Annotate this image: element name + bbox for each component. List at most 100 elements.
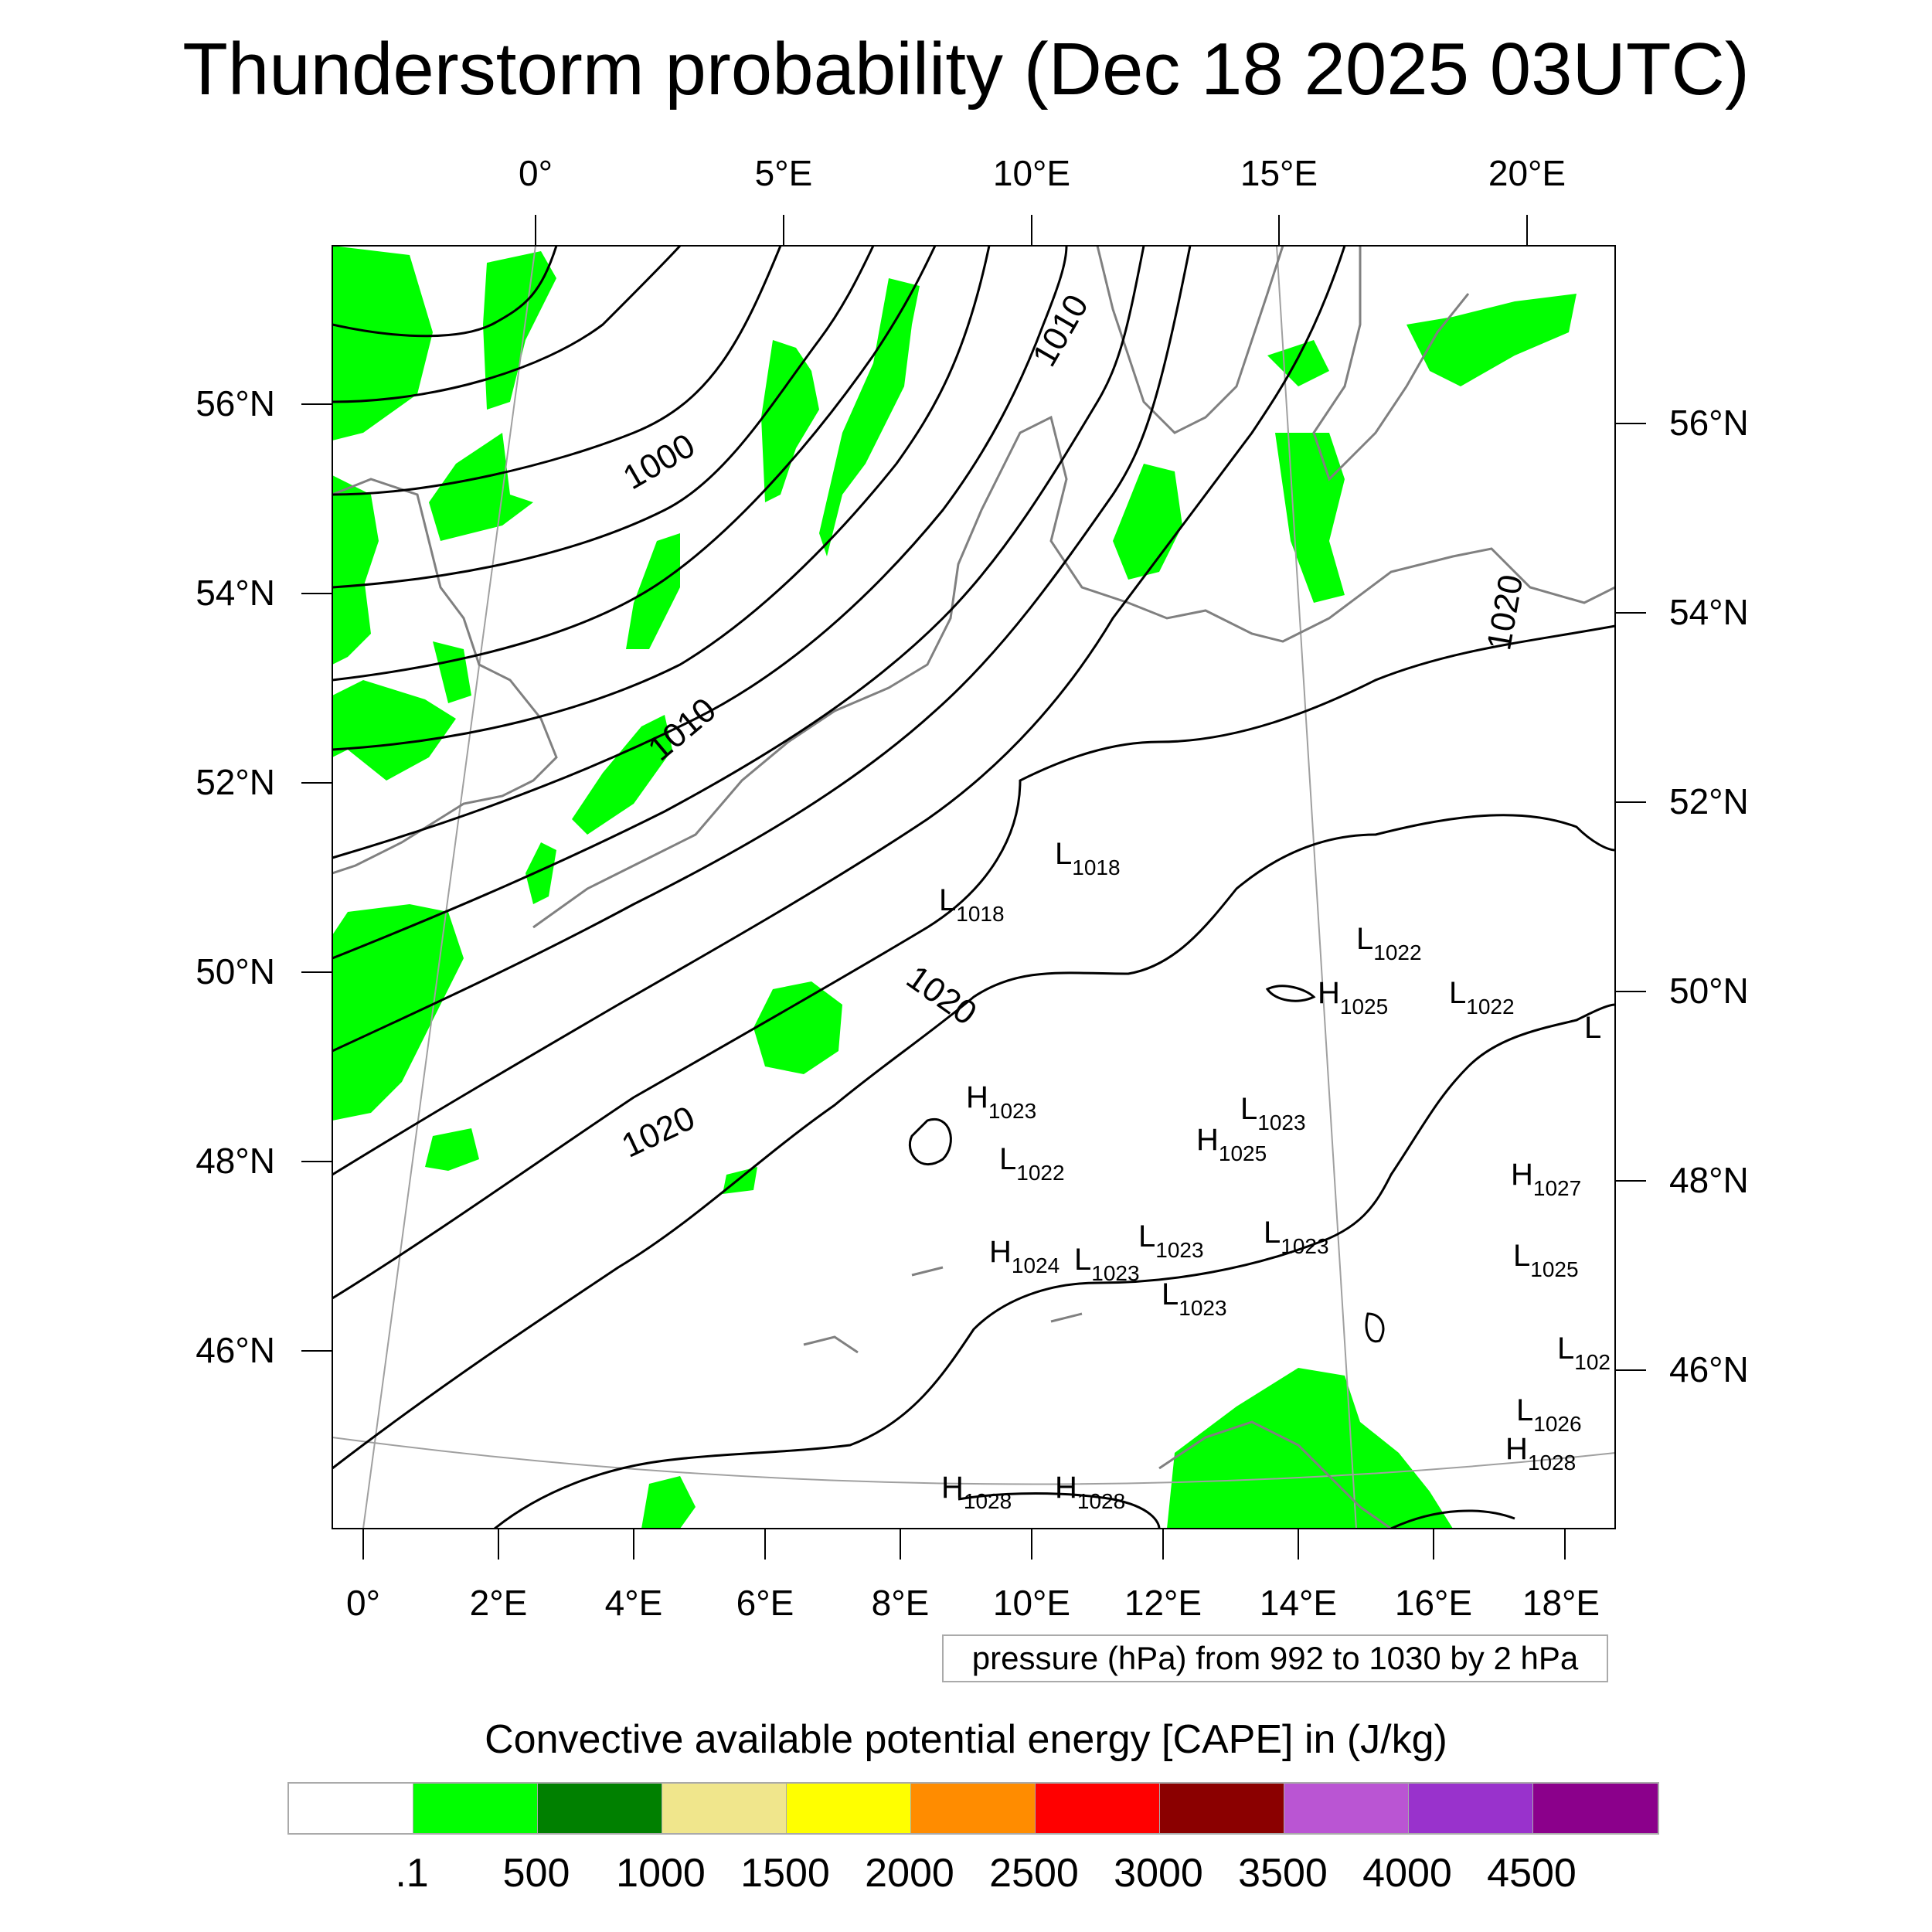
- cape-area: [483, 251, 556, 410]
- colorbar-label: 4000: [1362, 1851, 1452, 1896]
- meridian-0: [362, 246, 536, 1529]
- isobar: [908, 1117, 952, 1165]
- cape-area: [1275, 433, 1345, 603]
- pressure-centers: L1018 L1018 L1022 H1025 L1022 L H1023 L1…: [939, 837, 1611, 1513]
- pressure-center-label: L1025: [1513, 1239, 1579, 1281]
- bottom-lon-label: 4°E: [605, 1583, 663, 1623]
- map-title: Thunderstorm probability (Dec 18 2025 03…: [182, 28, 1750, 111]
- cape-area: [723, 1167, 757, 1194]
- colorbar-box: [1160, 1784, 1284, 1833]
- right-lat-label: 56°N: [1669, 403, 1749, 443]
- top-lon-label: 15°E: [1240, 153, 1318, 193]
- colorbar: [287, 1782, 1659, 1835]
- colorbar-box: [538, 1784, 662, 1833]
- pressure-center-label: L1023: [1074, 1243, 1140, 1285]
- cape-area: [332, 680, 456, 781]
- cape-area: [433, 641, 471, 703]
- top-lon-label: 5°E: [755, 153, 813, 193]
- left-lat-label: 50°N: [196, 951, 275, 992]
- pressure-center-label: L1018: [1055, 837, 1121, 879]
- isobar: [332, 814, 1615, 1470]
- left-lat-label: 52°N: [196, 762, 275, 802]
- pressure-center-label: L: [1584, 1011, 1601, 1045]
- top-lon-label: 0°: [519, 153, 553, 193]
- cape-area: [572, 715, 672, 835]
- bottom-lon-label: 0°: [346, 1583, 380, 1623]
- bottom-lon-label: 18°E: [1522, 1583, 1600, 1623]
- bottom-lon-label: 2°E: [470, 1583, 528, 1623]
- left-lat-label: 46°N: [196, 1330, 275, 1370]
- pressure-info-box: pressure (hPa) from 992 to 1030 by 2 hPa: [942, 1634, 1608, 1682]
- right-lat-label: 48°N: [1669, 1160, 1749, 1200]
- cape-area: [626, 533, 680, 649]
- isobar: [1265, 985, 1316, 1002]
- pressure-center-label: H1024: [989, 1235, 1060, 1277]
- isobar-label: 1020: [616, 1099, 700, 1165]
- pressure-center-label: L102: [1557, 1332, 1611, 1374]
- left-lat-label: 54°N: [196, 573, 275, 613]
- isobar: [957, 1492, 1161, 1529]
- right-lat-label: 54°N: [1669, 592, 1749, 632]
- colorbar-label: 1500: [740, 1851, 830, 1896]
- pressure-center-label: L1018: [939, 883, 1005, 926]
- colorbar-box: [787, 1784, 911, 1833]
- colorbar-labels: .1 500 1000 1500 2000 2500 3000 3500 400…: [0, 1849, 1932, 1903]
- coastline-adriatic: [1158, 1420, 1392, 1529]
- colorbar-label: 1000: [616, 1851, 706, 1896]
- meridian-15e: [1276, 246, 1357, 1529]
- isobar: [332, 246, 1145, 960]
- isobar: [332, 246, 782, 496]
- cape-area: [1167, 1368, 1453, 1529]
- right-lat-labels: 56°N 54°N 52°N 50°N 48°N 46°N: [1669, 403, 1749, 1389]
- top-lon-label: 10°E: [993, 153, 1070, 193]
- right-lat-label: 50°N: [1669, 971, 1749, 1011]
- pressure-center-label: H1028: [1505, 1432, 1576, 1475]
- cape-area: [1406, 294, 1577, 386]
- pressure-center-label: L1023: [1138, 1219, 1204, 1262]
- coastline-britain: [332, 478, 558, 875]
- cape-area: [641, 1476, 696, 1529]
- colorbar-box: [1409, 1784, 1533, 1833]
- colorbar-box: [911, 1784, 1036, 1833]
- isobar: [332, 246, 558, 338]
- colorbar-label: .1: [395, 1851, 429, 1896]
- isobar: [1365, 1312, 1385, 1343]
- pressure-center-label: L1022: [1449, 976, 1515, 1019]
- colorbar-box: [413, 1784, 538, 1833]
- isobar: [332, 246, 1068, 859]
- cape-area: [332, 556, 371, 665]
- bottom-lon-label: 10°E: [993, 1583, 1070, 1623]
- colorbar-title: Convective available potential energy [C…: [485, 1717, 1447, 1762]
- cape-area: [332, 246, 433, 440]
- pressure-center-label: H1025: [1196, 1123, 1267, 1165]
- bottom-lon-label: 8°E: [872, 1583, 930, 1623]
- isobar-label: 1010: [1026, 288, 1096, 372]
- isobar-label: 1000: [617, 427, 701, 497]
- coastlines: [332, 246, 1615, 1529]
- graticule: [332, 246, 1615, 1529]
- colorbar-label: 3500: [1238, 1851, 1328, 1896]
- coastline-continent: [532, 415, 1615, 929]
- colorbar-label: 4500: [1487, 1851, 1577, 1896]
- isobar: [332, 246, 991, 751]
- colorbar-label: 2000: [865, 1851, 954, 1896]
- pressure-center-label: L1022: [999, 1142, 1065, 1185]
- left-lat-labels: 56°N 54°N 52°N 50°N 48°N 46°N: [196, 383, 275, 1370]
- coastline-lakes: [803, 1266, 1083, 1354]
- cape-area: [425, 1128, 479, 1171]
- bottom-lon-label: 16°E: [1395, 1583, 1472, 1623]
- isobar: [332, 624, 1615, 1300]
- isobars: [332, 246, 1615, 1529]
- colorbar-box: [1036, 1784, 1160, 1833]
- colorbar-box: [1284, 1784, 1409, 1833]
- parallel-45n: [332, 1437, 1615, 1485]
- pressure-center-label: H1027: [1511, 1158, 1581, 1200]
- pressure-center-label: H1025: [1318, 976, 1388, 1019]
- cape-area: [1267, 340, 1329, 386]
- left-lat-label: 56°N: [196, 383, 275, 423]
- top-lon-label: 20°E: [1488, 153, 1566, 193]
- pressure-center-label: L1026: [1516, 1393, 1582, 1436]
- isobar: [332, 246, 682, 403]
- pressure-center-label: H1023: [966, 1080, 1036, 1123]
